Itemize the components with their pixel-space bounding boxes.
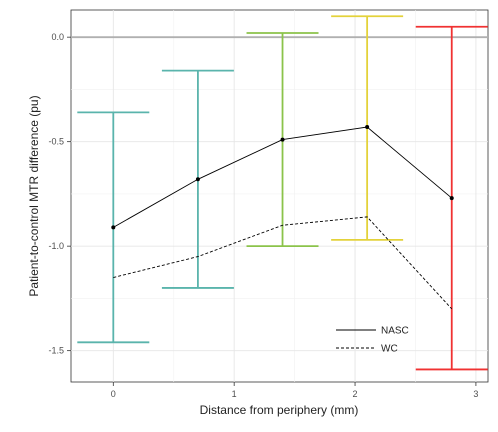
x-tick-label: 0: [111, 389, 116, 399]
data-point: [111, 225, 116, 230]
x-axis-ticks: 0 1 2 3: [111, 382, 478, 399]
x-axis-label: Distance from periphery (mm): [200, 403, 359, 417]
x-tick-label: 3: [473, 389, 478, 399]
legend-label-wc: WC: [381, 344, 398, 355]
y-tick-label: 0.0: [51, 32, 64, 42]
data-point: [449, 196, 454, 201]
y-tick-label: -1.5: [48, 346, 64, 356]
series-lines: [111, 125, 454, 310]
data-point: [280, 137, 285, 142]
y-axis-label: Patient-to-control MTR difference (pu): [27, 95, 41, 296]
legend-label-nasc: NASC: [381, 326, 409, 337]
data-point: [365, 125, 370, 130]
x-tick-label: 1: [232, 389, 237, 399]
data-point: [195, 177, 200, 182]
plot-panel: [70, 9, 489, 383]
legend: NASC WC: [336, 326, 409, 355]
y-tick-label: -0.5: [48, 137, 64, 147]
y-tick-label: -1.0: [48, 241, 64, 251]
x-tick-label: 2: [353, 389, 358, 399]
y-axis-ticks: 0.0 -0.5 -1.0 -1.5: [48, 32, 71, 356]
series-line-wc: [113, 216, 453, 310]
